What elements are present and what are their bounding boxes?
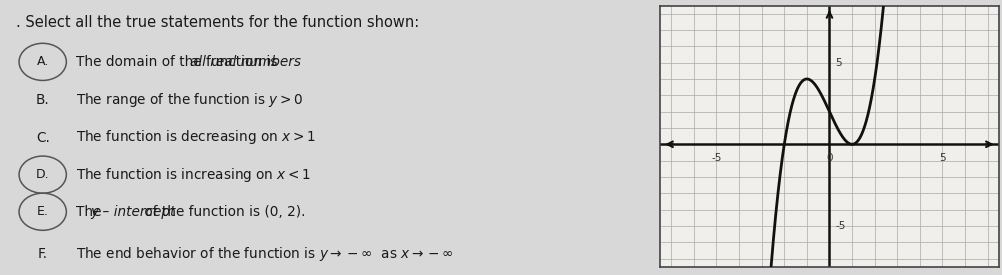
Text: 0: 0 (826, 153, 832, 163)
Text: The function is increasing on $x < 1$: The function is increasing on $x < 1$ (75, 166, 311, 184)
Text: -5: -5 (710, 153, 721, 163)
Text: The domain of the function is: The domain of the function is (75, 55, 282, 69)
Text: The function is decreasing on $x > 1$: The function is decreasing on $x > 1$ (75, 128, 315, 147)
Text: all real numbers: all real numbers (189, 55, 301, 69)
Text: The end behavior of the function is $y \to -\infty$  as $x \to -\infty$: The end behavior of the function is $y \… (75, 245, 453, 263)
Text: -5: -5 (835, 221, 845, 231)
Text: F.: F. (38, 248, 48, 261)
Text: E.: E. (37, 205, 48, 218)
Text: A.: A. (36, 55, 49, 68)
Text: C.: C. (36, 131, 49, 144)
Text: The: The (75, 205, 105, 219)
Text: B.: B. (36, 94, 49, 107)
Text: . Select all the true statements for the function shown:: . Select all the true statements for the… (16, 15, 419, 30)
Text: 5: 5 (835, 58, 841, 68)
Text: 5: 5 (938, 153, 945, 163)
Text: y – intercept: y – intercept (91, 205, 176, 219)
Text: The range of the function is $y > 0$: The range of the function is $y > 0$ (75, 91, 303, 109)
Text: D.: D. (36, 168, 49, 181)
Text: of the function is (0, 2).: of the function is (0, 2). (140, 205, 306, 219)
